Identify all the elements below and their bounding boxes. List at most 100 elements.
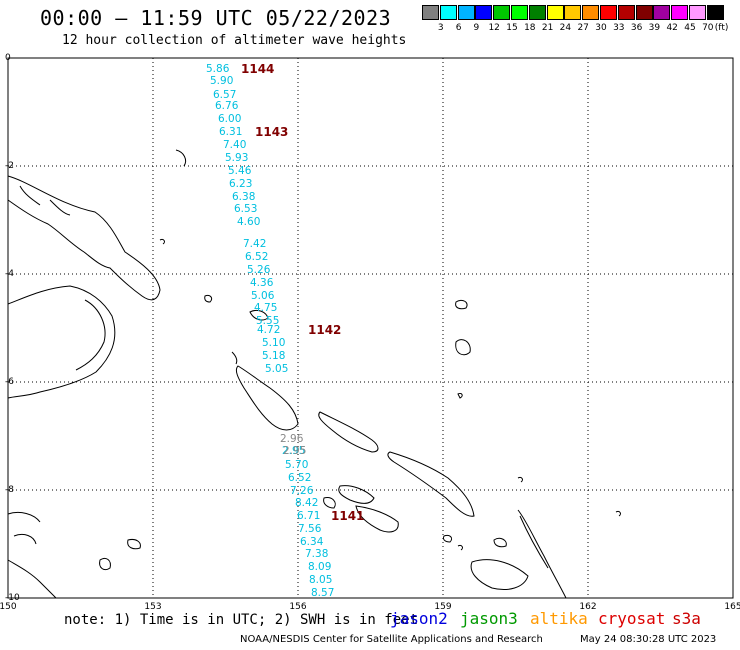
colorbar-swatch <box>617 5 635 20</box>
colorbar-label: 24 <box>559 23 572 33</box>
coastline-island-c <box>457 393 463 399</box>
coastline-new-georgia-2 <box>355 505 399 533</box>
swh-label: 5.10 <box>262 337 285 349</box>
coastline-santa-isabel <box>387 451 475 517</box>
coastline-new-britain-north <box>19 185 71 216</box>
legend-cryosat: cryosat <box>598 609 666 628</box>
swh-label: 8.57 <box>311 587 334 599</box>
swh-label: 5.90 <box>210 75 233 87</box>
colorbar-label: 6 <box>455 23 462 33</box>
swh-label: 5.55 <box>256 315 279 327</box>
swh-label: 7.38 <box>305 548 328 560</box>
swh-label: 6.23 <box>229 178 252 190</box>
coastlines <box>7 149 621 599</box>
swh-label: 7.42 <box>243 238 266 250</box>
colorbar-label: 18 <box>524 23 536 33</box>
colorbar-label: 15 <box>506 23 518 33</box>
longitude-tick-label: 159 <box>434 602 452 612</box>
colorbar-label: 27 <box>577 23 589 33</box>
legend-jason2: jason2 <box>390 609 448 628</box>
longitude-tick-label: 156 <box>289 602 307 612</box>
colorbar-unit: (ft) <box>714 23 729 33</box>
map-grid <box>8 58 733 598</box>
coastline-new-guinea-east <box>75 299 106 371</box>
colorbar-label: 30 <box>595 23 607 33</box>
coastline-guadalcanal <box>470 559 529 590</box>
colorbar-label: 3 <box>437 23 444 33</box>
swh-label: 7.56 <box>298 523 322 535</box>
swh-label: 5.06 <box>251 290 275 302</box>
latitude-tick-label: -8 <box>5 485 14 495</box>
map-note: note: 1) Time is in UTC; 2) SWH is in fe… <box>64 612 419 628</box>
swh-label-grey: 2.96 <box>280 433 304 445</box>
swh-label: 5.26 <box>247 264 271 276</box>
colorbar-label: 9 <box>473 23 480 33</box>
colorbar-label: 42 <box>666 23 678 33</box>
colorbar-swatch <box>422 5 439 20</box>
colorbar-swatch <box>671 5 689 20</box>
coastline-small-5 <box>457 545 463 551</box>
colorbar-label: 36 <box>630 23 643 33</box>
legend-jason3: jason3 <box>460 609 518 628</box>
swh-label: 6.34 <box>300 536 324 548</box>
coastline-new-britain <box>7 175 161 301</box>
coastline-small-2 <box>204 295 213 303</box>
colorbar-label: 12 <box>488 23 500 33</box>
latitude-tick-label: 0 <box>5 53 11 63</box>
latitude-tick-label: -4 <box>5 269 14 279</box>
rev-number-label: 1142 <box>308 323 341 337</box>
coastline-island-d <box>175 149 187 167</box>
swh-label: 6.38 <box>232 191 255 203</box>
colorbar-swatch <box>511 5 528 20</box>
coastline-new-georgia <box>338 485 375 504</box>
swh-label: 8.09 <box>308 561 331 573</box>
coastline-buka <box>231 351 238 365</box>
swh-label: 5.70 <box>285 459 308 471</box>
swh-label: 6.71 <box>297 510 320 522</box>
longitude-tick-label: 153 <box>144 602 162 612</box>
swh-label: 5.46 <box>228 165 252 177</box>
colorbar-swatch <box>635 5 653 20</box>
longitude-tick-label: 162 <box>579 602 597 612</box>
swh-label: 4.36 <box>250 277 274 289</box>
colorbar-swatch <box>493 5 511 20</box>
swh-label: 6.76 <box>215 100 239 112</box>
colorbar-swatch <box>439 5 457 20</box>
map-frame <box>7 57 734 599</box>
swh-label: 5.18 <box>262 350 285 362</box>
swh-label: 6.53 <box>234 203 257 215</box>
swh-label: 5.05 <box>265 363 288 375</box>
coastline-malaita <box>517 509 567 599</box>
colorbar-swatch <box>689 5 706 20</box>
map-subtitle: 12 hour collection of altimeter wave hei… <box>62 33 407 48</box>
coastline-russell <box>443 535 453 543</box>
colorbar-label: 33 <box>613 23 625 33</box>
coastline-small-4 <box>615 511 621 517</box>
swh-label: 5.86 <box>206 63 230 75</box>
colorbar-label: 70 <box>702 23 714 33</box>
colorbar-swatch <box>564 5 582 20</box>
swh-label: 7.40 <box>223 139 246 151</box>
swh-label: 4.60 <box>237 216 260 228</box>
colorbar-label: 45 <box>684 23 696 33</box>
credit-line: NOAA/NESDIS Center for Satellite Applica… <box>240 634 543 645</box>
swh-label-grey: 2.95 <box>283 445 306 457</box>
longitude-tick-label: 165 <box>724 602 740 612</box>
colorbar-swatch <box>653 5 671 20</box>
swh-label: 2.95 <box>282 445 305 457</box>
swh-label: 4.72 <box>257 324 280 336</box>
coastline-island-a <box>455 299 468 310</box>
swh-label: 6.31 <box>219 126 242 138</box>
latitude-tick-label: -2 <box>5 161 14 171</box>
rev-number-label: 1143 <box>255 125 288 139</box>
swh-label: 6.52 <box>245 251 268 263</box>
colorbar-swatch <box>706 5 724 20</box>
latitude-tick-label: -10 <box>5 593 20 603</box>
rev-number-label: 1144 <box>241 62 274 76</box>
legend-altika: altika <box>530 609 588 628</box>
altimeter-track: 5.865.90 6.576.766.006.317.405.935.466.23… <box>206 62 364 599</box>
coastline-island-b <box>455 339 471 356</box>
swh-label: 8.42 <box>295 497 318 509</box>
coastline-choiseul <box>318 411 379 453</box>
coastline-nissan <box>249 309 269 321</box>
